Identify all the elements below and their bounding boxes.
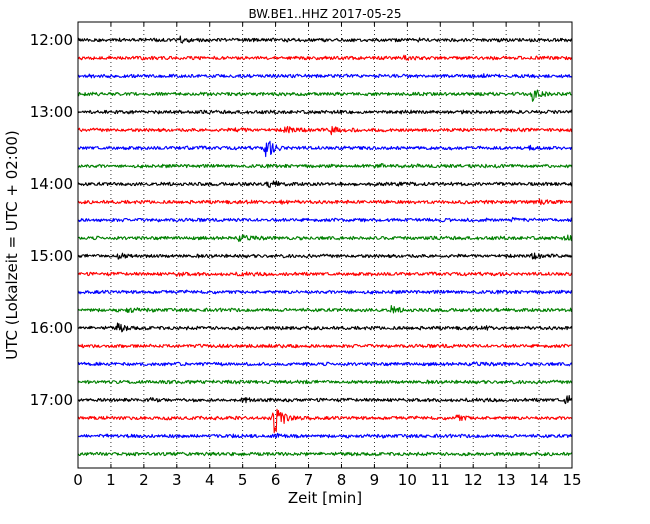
trace-1530 [77,289,573,295]
x-tick-label: 0 [73,471,83,489]
x-tick-label: 15 [562,471,581,489]
trace-1700 [77,395,573,405]
x-tick-label: 14 [530,471,549,489]
trace-1215 [77,54,573,61]
trace-1715 [77,408,573,434]
plot-frame [77,21,573,469]
x-tick-label: 5 [238,471,248,489]
x-tick-label: 11 [431,471,450,489]
trace-1600 [77,322,573,333]
y-tick-label: 14:00 [30,175,73,193]
x-tick-label: 6 [271,471,281,489]
trace-1200 [77,35,573,44]
trace-1300 [77,109,573,115]
y-axis-label: UTC (Lokalzeit = UTC + 02:00) [3,130,21,360]
trace-1430 [77,216,573,223]
y-tick-label: 17:00 [30,391,73,409]
x-tick-label: 7 [304,471,314,489]
trace-1515 [77,271,573,277]
trace-1345 [77,163,573,169]
trace-1615 [77,343,573,349]
trace-1630 [77,361,573,367]
trace-1230 [77,73,573,79]
trace-1545 [77,304,573,314]
x-tick-label: 12 [464,471,483,489]
chart-title: BW.BE1..HHZ 2017-05-25 [248,7,401,21]
y-axis: 12:00 13:00 14:00 15:00 16:00 17:00 [30,31,572,409]
trace-group [77,35,573,457]
x-tick-label: 3 [172,471,182,489]
trace-1500 [77,252,573,260]
trace-1315 [77,125,573,136]
trace-1415 [77,198,573,206]
trace-1245 [77,89,573,102]
x-tick-label: 9 [370,471,380,489]
trace-1445 [77,234,573,243]
x-tick-label: 8 [337,471,347,489]
x-tick-label: 13 [497,471,516,489]
trace-1745 [77,451,573,457]
x-axis-label: Zeit [min] [288,489,362,507]
y-tick-label: 16:00 [30,319,73,337]
x-tick-label: 4 [205,471,215,489]
trace-1730 [77,432,573,439]
x-tick-label: 10 [398,471,417,489]
plot-background [78,22,572,468]
x-tick-label: 1 [106,471,116,489]
y-tick-label: 12:00 [30,31,73,49]
trace-1645 [77,379,573,385]
y-tick-label: 15:00 [30,247,73,265]
trace-1330 [77,140,573,158]
x-axis: 0 1 2 3 4 5 6 7 8 9 10 11 12 13 14 15 [73,22,582,489]
trace-1400 [77,180,573,188]
x-tick-label: 2 [139,471,149,489]
y-tick-label: 13:00 [30,103,73,121]
